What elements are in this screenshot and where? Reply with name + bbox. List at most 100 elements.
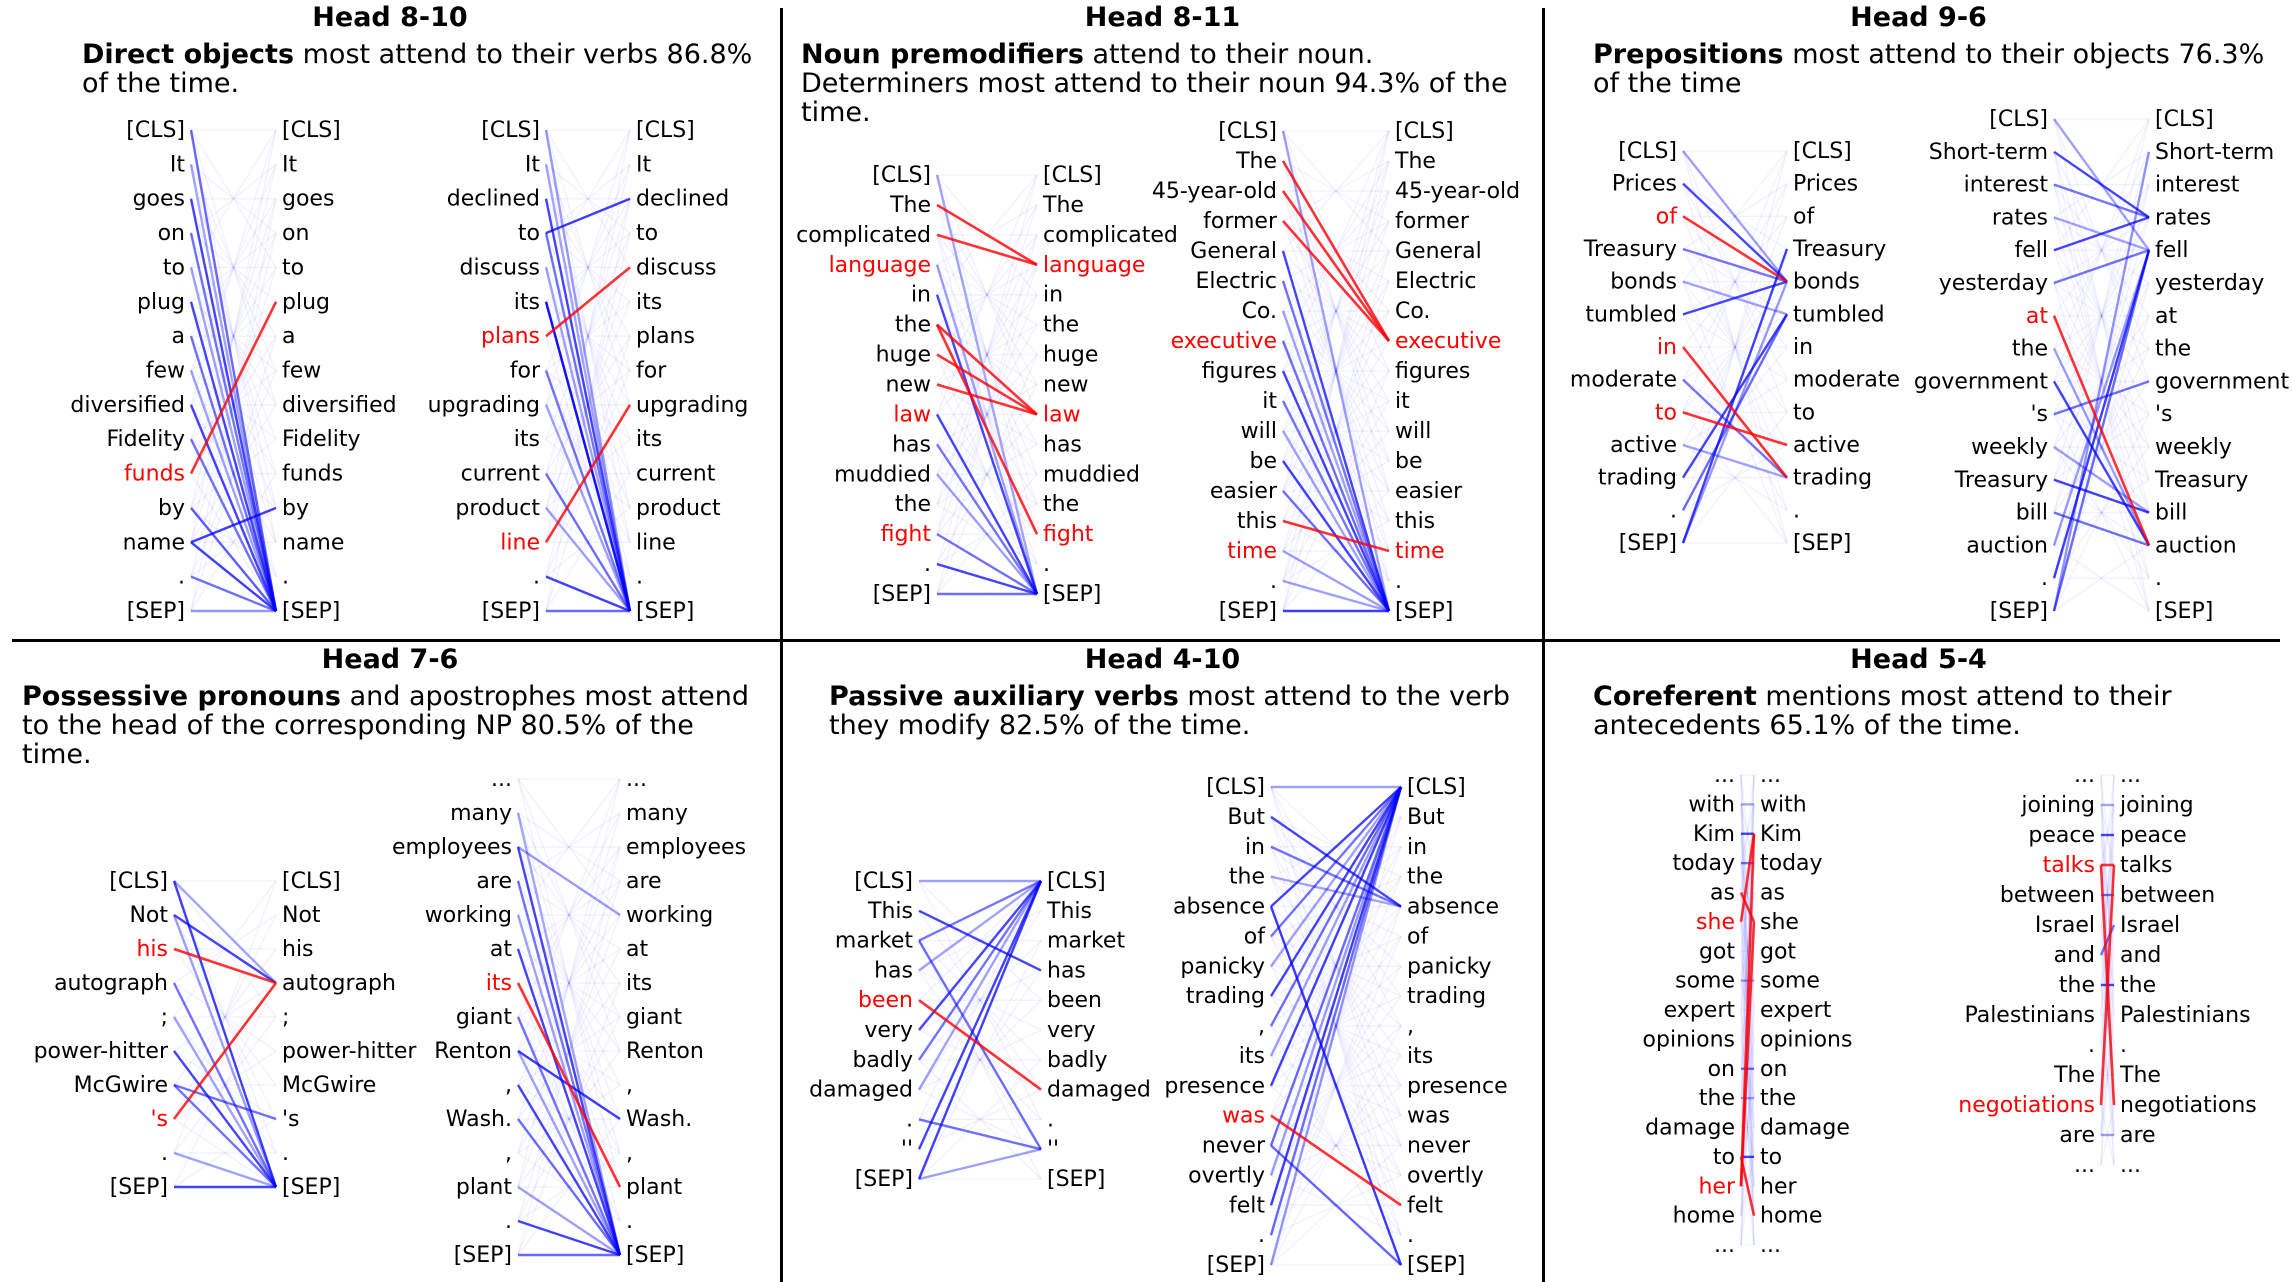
token-right-product: product — [636, 496, 721, 521]
token-left-for: for — [510, 359, 541, 384]
attention-line-faint — [936, 473, 1038, 595]
attention-line-faint — [1282, 160, 1390, 222]
token-left-language: language — [829, 253, 931, 278]
faint-attention-lines — [936, 174, 1038, 595]
token-right-been: been — [1047, 988, 1102, 1013]
token-right-this: this — [1395, 509, 1435, 534]
token-left-sep: [SEP] — [1219, 599, 1277, 624]
attention-line-faint — [173, 982, 277, 1052]
highlight-line-talks-to-negotiations — [2099, 864, 2116, 1106]
attention-line-faint — [918, 1088, 1042, 1150]
token-left-huge: huge — [876, 343, 931, 368]
attention-line-faint — [918, 1088, 1042, 1150]
token-left-auction: auction — [1966, 533, 2048, 558]
token-left-badly: badly — [852, 1048, 913, 1073]
attention-line-faint — [517, 1016, 621, 1222]
token-left-tok: . — [505, 1209, 512, 1234]
attention-line-in-to-absence — [1270, 845, 1402, 908]
token-right-with: with — [1760, 792, 1807, 817]
token-left-damage: damage — [1645, 1116, 1735, 1141]
token-left-mcgwire: McGwire — [74, 1073, 168, 1098]
attention-line-faint — [1270, 876, 1402, 1176]
attention-line-faint — [173, 880, 277, 1154]
token-left-to: to — [1713, 1145, 1735, 1170]
token-left-treasury: Treasury — [1954, 468, 2048, 493]
token-left-co: Co. — [1242, 299, 1277, 324]
attention-line-faint — [1282, 160, 1390, 222]
attention-line-faint — [1282, 220, 1390, 522]
token-right-absence: absence — [1407, 895, 1499, 920]
token-left-law: law — [893, 402, 931, 427]
token-left-discuss: discuss — [459, 255, 540, 280]
token-left-renton: Renton — [434, 1039, 512, 1064]
panel-head-8-10: Head 8-10 Direct objects most attend to … — [0, 0, 780, 639]
attention-line-faint — [1282, 130, 1390, 252]
token-left-opinions: opinions — [1643, 1027, 1735, 1052]
attention-line-faint — [1270, 1085, 1402, 1206]
attention-line-faint — [1282, 130, 1390, 612]
attention-line-faint — [190, 507, 277, 578]
highlight-line-to-to-active — [1682, 411, 1788, 447]
token-right-s: 's — [282, 1107, 300, 1132]
token-left-to: to — [518, 221, 540, 246]
attention-line-in-to-sep — [935, 294, 1039, 595]
token-right-very: very — [1047, 1018, 1096, 1043]
token-right-tok: ... — [2120, 1153, 2141, 1178]
attention-line-faint — [2100, 984, 2115, 1046]
token-right-palestinians: Palestinians — [2120, 1003, 2251, 1028]
token-right-this: This — [1046, 899, 1092, 924]
attention-line-faint — [936, 443, 1038, 505]
attention-line-faint — [190, 164, 277, 509]
attention-viz: [CLS] [CLS] Prices Prices of of Treasury Treasu… — [1570, 107, 2290, 624]
token-right-cls: [CLS] — [2155, 107, 2214, 132]
attention-line-faint — [1282, 340, 1390, 402]
token-left-her: her — [1698, 1174, 1735, 1199]
token-left-tok: ... — [1714, 1233, 1735, 1258]
attention-line-faint — [936, 264, 1038, 326]
attention-line-faint — [1682, 183, 1788, 511]
token-right-cls: [CLS] — [1793, 139, 1852, 164]
token-left-weekly: weekly — [1971, 435, 2048, 460]
token-left-it: It — [170, 152, 185, 177]
attention-line-faint — [936, 413, 1038, 535]
attention-line-faint — [1740, 921, 1755, 981]
attention-line-faint — [545, 163, 631, 234]
panel-caption: Direct objects most attend to their verb… — [82, 40, 762, 98]
attention-line-sep-to-cls — [917, 880, 1043, 1180]
attention-example-1: [CLS] [CLS] Prices Prices of of Treasury Treasu… — [1570, 139, 1900, 556]
token-right-tok: . — [282, 1141, 289, 1166]
attention-line-sep-to-cls — [1269, 786, 1403, 1266]
token-right-today: today — [1760, 851, 1823, 876]
token-left-many: many — [450, 801, 512, 826]
attention-line-faint — [1282, 250, 1390, 372]
token-left-it: it — [1262, 389, 1277, 414]
attention-line-name-to-by — [190, 506, 277, 544]
token-left-on: on — [158, 221, 185, 246]
token-right-was: was — [1407, 1104, 1450, 1129]
attention-line-faint — [2100, 1104, 2115, 1166]
attention-line-faint — [918, 910, 1042, 1091]
token-left-easier: easier — [1210, 479, 1278, 504]
token-right-its: its — [636, 427, 662, 452]
attention-line-faint — [190, 232, 277, 303]
attention-line-faint — [2053, 544, 2150, 612]
highlight-line-new-to-law — [936, 383, 1038, 416]
token-right-negotiations: negotiations — [2120, 1093, 2257, 1118]
token-left-absence: absence — [1173, 895, 1265, 920]
attention-line-upgrading-to-sep — [544, 404, 632, 612]
attention-line-sep-to-short-term — [2052, 151, 2151, 612]
attention-line-electric-to-sep — [1281, 280, 1391, 612]
attention-line-faint — [190, 232, 277, 303]
attention-example-1: [CLS] [CLS] It It goes goes on on to to plug plug a a… — [70, 118, 396, 624]
attention-line-faint — [1270, 876, 1402, 1176]
token-left-has: has — [874, 958, 913, 983]
token-left-palestinians: Palestinians — [1964, 1003, 2095, 1028]
token-left-giant: giant — [456, 1005, 513, 1030]
token-right-of: of — [1407, 924, 1429, 949]
attention-line-faint — [2053, 282, 2150, 481]
attention-line-current-to-sep — [544, 472, 632, 612]
token-right-current: current — [636, 462, 716, 487]
token-left-the: the — [2012, 337, 2048, 362]
attention-line-faint — [517, 778, 621, 1052]
